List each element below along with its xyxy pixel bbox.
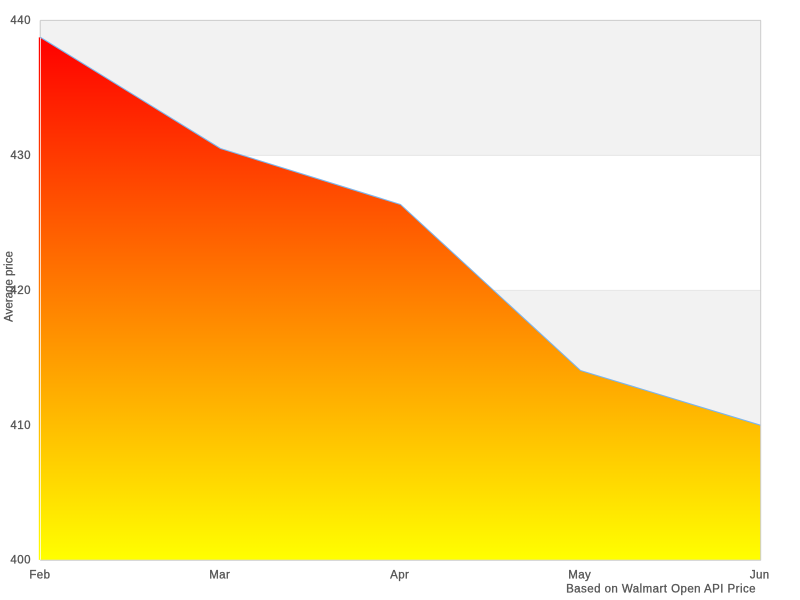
svg-text:440: 440 <box>10 15 31 27</box>
svg-text:420: 420 <box>10 285 31 297</box>
svg-text:Jun: Jun <box>750 570 770 582</box>
svg-text:Based on Walmart Open API Pric: Based on Walmart Open API Price <box>566 584 756 596</box>
svg-text:400: 400 <box>10 554 31 566</box>
svg-text:430: 430 <box>10 150 31 162</box>
svg-text:May: May <box>568 570 591 582</box>
svg-text:Mar: Mar <box>209 570 230 582</box>
svg-text:Average price: Average price <box>4 251 16 322</box>
svg-text:Apr: Apr <box>390 570 409 582</box>
svg-text:410: 410 <box>10 420 31 432</box>
svg-text:Feb: Feb <box>29 570 50 582</box>
